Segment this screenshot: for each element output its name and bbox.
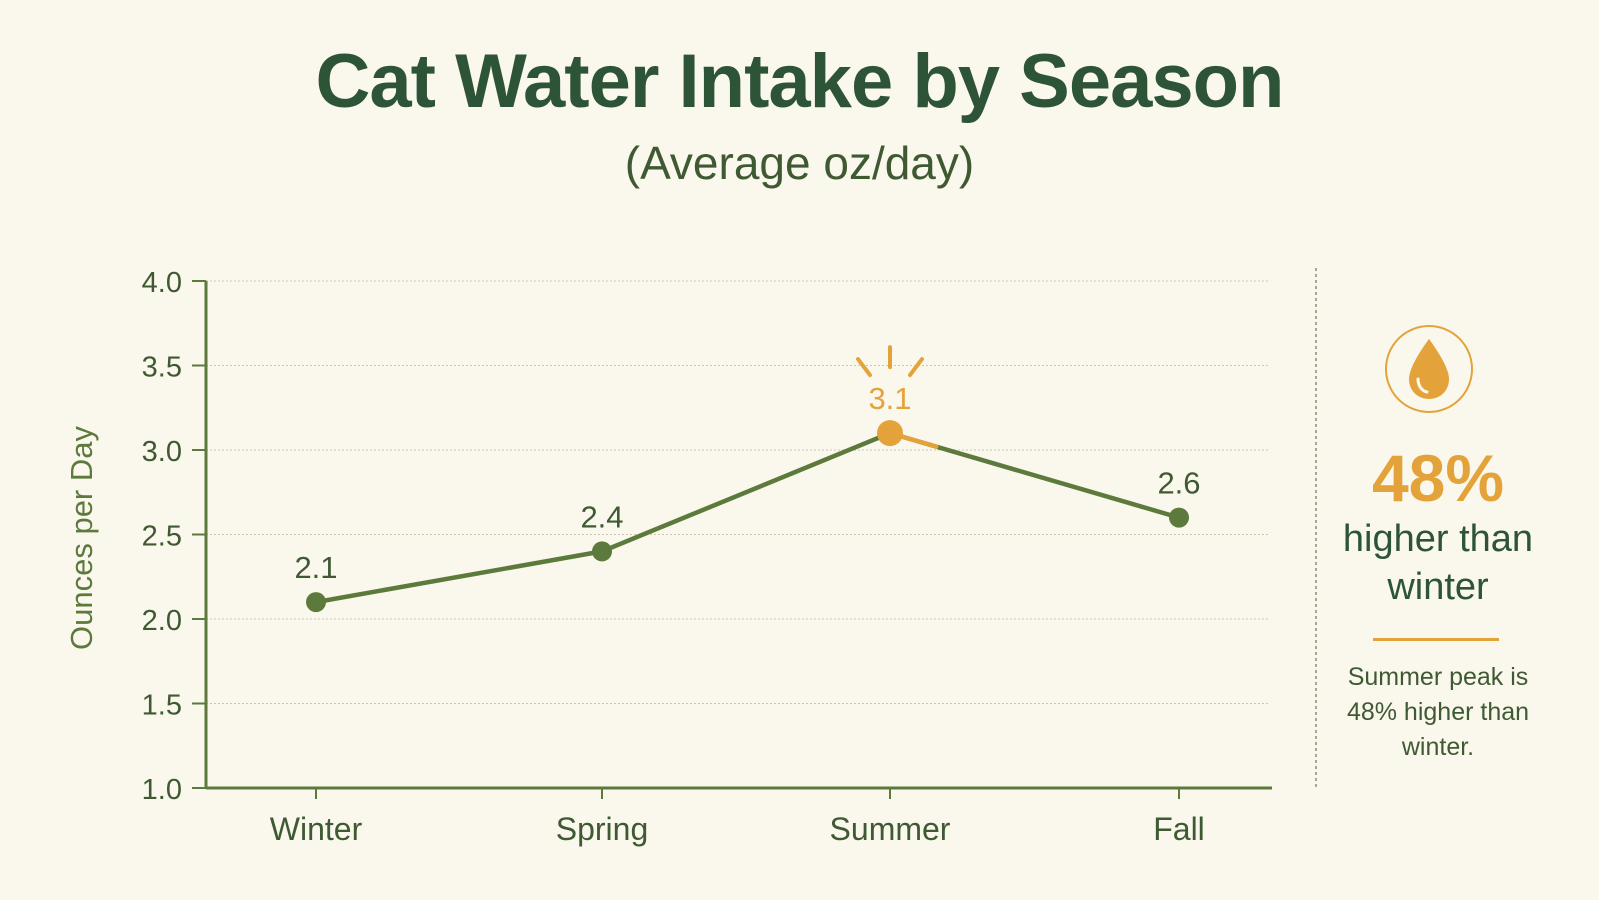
peak-sparkle-ray xyxy=(908,357,924,378)
x-tick-label: Spring xyxy=(556,811,649,847)
chart-subtitle: (Average oz/day) xyxy=(624,137,975,189)
data-label: 2.6 xyxy=(1157,466,1200,501)
y-tick-label: 4.0 xyxy=(142,267,182,299)
y-tick-label: 2.0 xyxy=(142,605,182,637)
x-tick-label: Fall xyxy=(1153,811,1205,847)
y-tick-label: 1.0 xyxy=(142,774,182,806)
callout-rule xyxy=(1373,638,1499,641)
callout-headline-line1: higher than xyxy=(1342,518,1534,560)
data-label: 2.1 xyxy=(294,550,337,585)
data-point-peak xyxy=(877,420,903,447)
data-point xyxy=(592,541,612,562)
data-point xyxy=(306,592,326,613)
callout-note: Summer peak is 48% higher than winter. xyxy=(1320,660,1556,765)
series-line-segment xyxy=(313,549,605,605)
series-layer xyxy=(306,420,1189,613)
water-drop-icon xyxy=(1409,339,1449,399)
data-label: 3.1 xyxy=(868,381,911,416)
callout-percent: 48% xyxy=(1371,441,1505,515)
axis-layer: 1.0 1.5 2.0 2.5 3.0 3.5 4.0 Winter Spring Summer F… xyxy=(142,267,1272,847)
data-label: 2.4 xyxy=(580,499,623,534)
callout-note-line3: winter. xyxy=(1401,733,1475,761)
y-axis-label: Ounces per Day xyxy=(64,426,99,650)
y-tick-label: 1.5 xyxy=(142,690,182,722)
label-layer: 2.1 2.4 3.1 2.6 xyxy=(294,345,1201,585)
water-drop-icon-circle xyxy=(1385,325,1473,413)
callout-headline: higher than winter xyxy=(1320,515,1556,611)
callout-note-line1: Summer peak is xyxy=(1347,663,1529,691)
x-tick-label: Summer xyxy=(830,811,951,847)
data-point xyxy=(1169,507,1189,528)
peak-sparkle-ray xyxy=(856,357,872,378)
y-tick-label: 3.5 xyxy=(142,352,182,384)
series-line-segment xyxy=(599,430,893,554)
y-tick-label: 2.5 xyxy=(142,521,182,553)
callout-note-line2: 48% higher than xyxy=(1346,698,1530,726)
chart-title: Cat Water Intake by Season xyxy=(315,39,1285,124)
callout-headline-line2: winter xyxy=(1387,566,1489,608)
grid-layer xyxy=(206,280,1268,704)
x-tick-label: Winter xyxy=(270,811,363,847)
y-tick-label: 3.0 xyxy=(142,436,182,468)
